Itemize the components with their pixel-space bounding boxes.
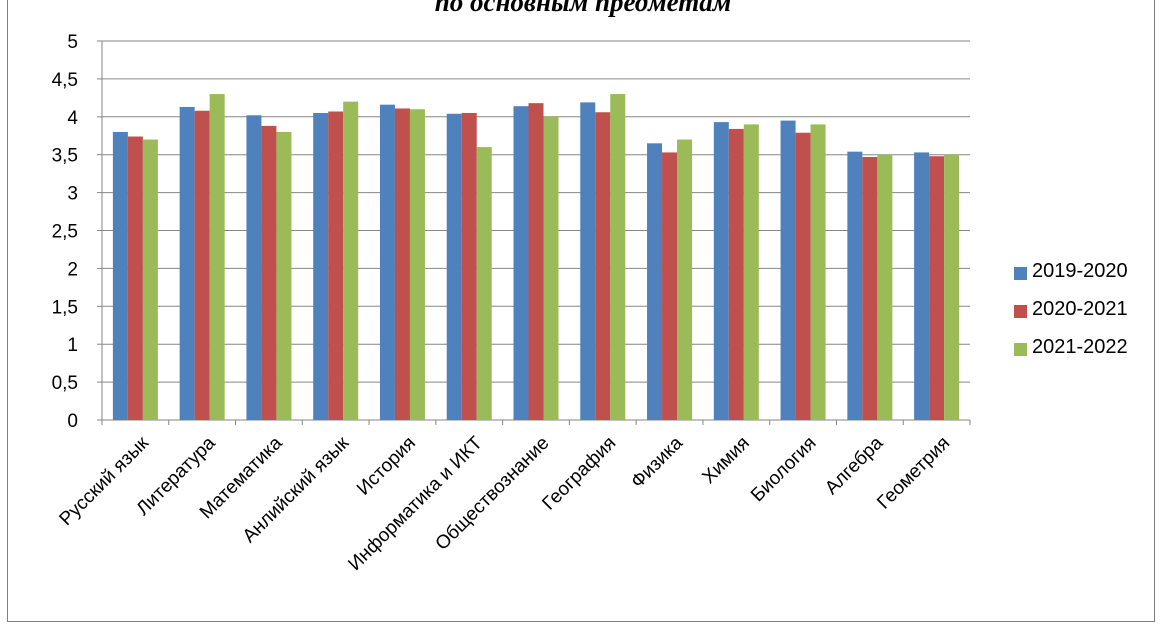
bar-2021-2022-13: [944, 154, 960, 420]
bar-2021-2022-11: [810, 124, 826, 420]
bar-2020-2021-1: [127, 136, 143, 420]
bar-2019-2020-6: [446, 113, 462, 420]
y-tick-label: 0: [67, 411, 78, 432]
bar-2020-2021-12: [862, 156, 878, 420]
x-category-label: Химия: [699, 433, 754, 488]
bar-2021-2022-9: [677, 139, 693, 421]
bar-2019-2020-10: [713, 122, 729, 420]
bar-2021-2022-1: [142, 139, 158, 421]
bar-2020-2021-6: [461, 113, 477, 420]
x-category-label: Геометрия: [873, 433, 954, 514]
bar-2020-2021-5: [394, 108, 410, 420]
legend-swatch: [1014, 267, 1027, 280]
y-tick-label: 3: [67, 184, 78, 205]
x-category-label: Биология: [747, 433, 820, 506]
bar-2019-2020-13: [914, 152, 930, 420]
bar-2021-2022-8: [610, 94, 626, 420]
bar-2020-2021-8: [595, 112, 611, 420]
legend-label: 2021-2022: [1032, 336, 1128, 358]
y-tick-label: 2,5: [52, 222, 78, 243]
bar-2019-2020-1: [112, 131, 128, 420]
bar-2019-2020-4: [313, 113, 329, 420]
x-category-label: Информатика и ИКТ: [344, 432, 487, 575]
y-tick-label: 2: [67, 259, 78, 280]
x-category-label: Русский язык: [56, 432, 154, 530]
bar-2019-2020-11: [780, 120, 796, 420]
y-tick-label: 1: [67, 335, 78, 356]
bar-2019-2020-9: [647, 143, 663, 420]
bar-2020-2021-7: [528, 103, 544, 420]
bar-2021-2022-5: [409, 109, 425, 420]
bar-2019-2020-5: [379, 104, 395, 420]
bar-2021-2022-3: [276, 131, 292, 420]
bar-2019-2020-3: [246, 115, 262, 420]
bar-2021-2022-10: [743, 124, 759, 420]
bar-2019-2020-8: [580, 102, 596, 420]
x-category-label: Алгебра: [821, 432, 888, 499]
y-tick-label: 0,5: [52, 373, 78, 394]
bar-2019-2020-12: [847, 151, 863, 420]
y-tick-label: 1,5: [52, 297, 78, 318]
y-tick-label: 4: [67, 108, 78, 129]
y-tick-label: 4,5: [52, 70, 78, 91]
bar-2020-2021-4: [328, 111, 344, 420]
chart-title: по основным предметам: [434, 0, 732, 17]
x-category-label: Обществознание: [432, 433, 554, 555]
bar-2019-2020-7: [513, 106, 529, 421]
bar-2021-2022-7: [543, 116, 559, 421]
legend-label: 2020-2021: [1032, 298, 1128, 320]
bar-2021-2022-12: [877, 154, 893, 420]
bar-2020-2021-9: [662, 152, 678, 420]
legend-swatch: [1014, 343, 1027, 356]
bar-2021-2022-6: [476, 147, 492, 420]
y-tick-label: 5: [67, 32, 78, 53]
bar-2020-2021-3: [261, 125, 277, 421]
bar-2020-2021-13: [929, 156, 945, 420]
bar-2020-2021-10: [728, 128, 744, 421]
x-category-label: История: [353, 433, 420, 500]
bar-2021-2022-4: [343, 101, 359, 420]
bar-2020-2021-11: [795, 132, 811, 420]
legend-label: 2019-2020: [1032, 260, 1128, 282]
bar-2020-2021-2: [194, 110, 210, 421]
legend-swatch: [1014, 305, 1027, 318]
x-category-label: Физика: [627, 432, 687, 492]
bar-2019-2020-2: [179, 106, 195, 421]
bar-2021-2022-2: [209, 94, 225, 420]
y-tick-label: 3,5: [52, 146, 78, 167]
